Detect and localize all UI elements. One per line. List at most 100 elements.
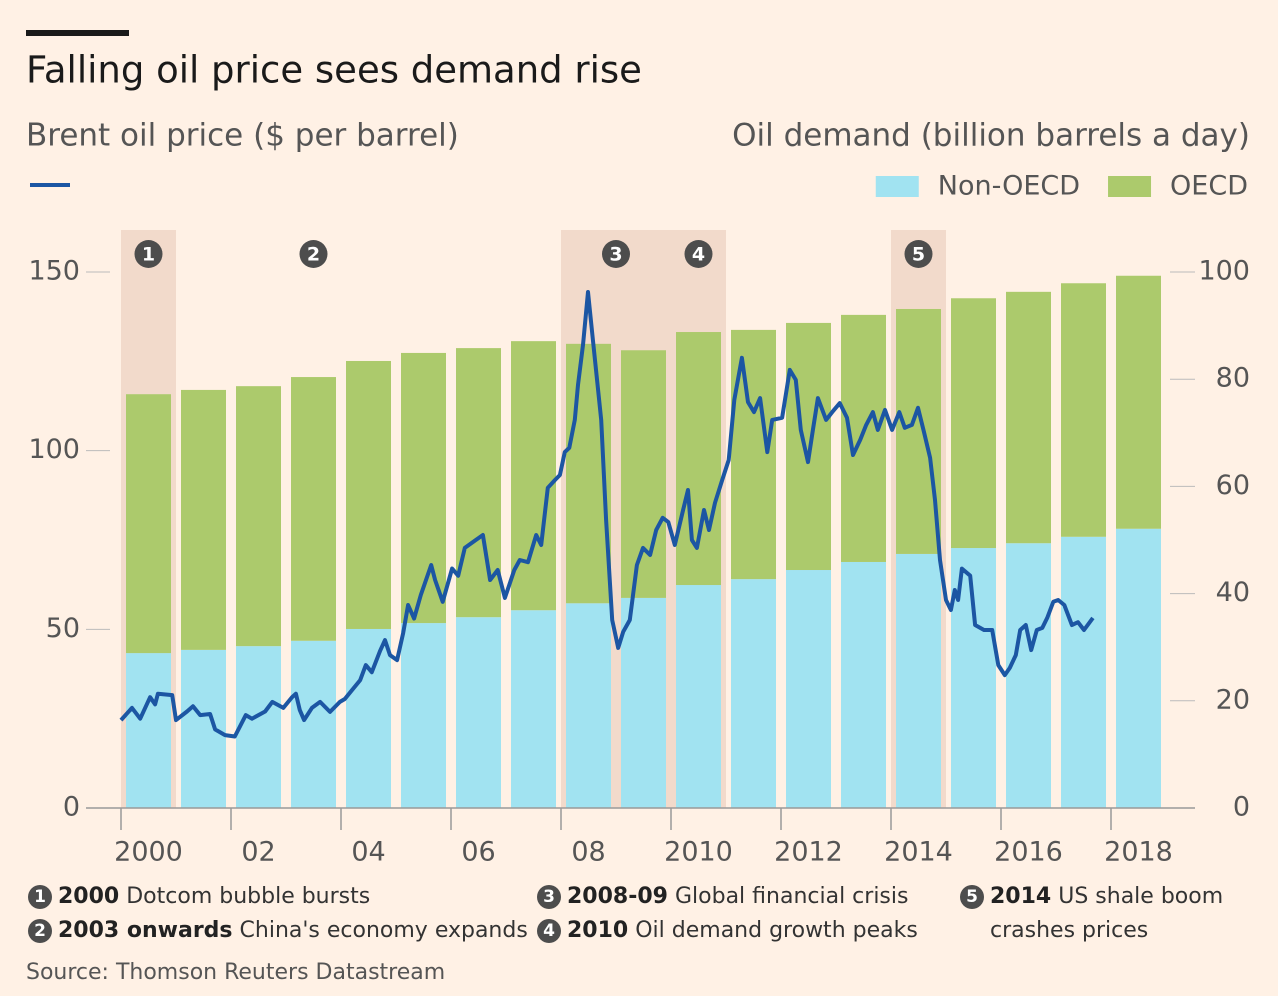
- y-axis-label: Brent oil price ($ per barrel): [26, 118, 459, 154]
- period-marker: [299, 240, 328, 268]
- footnote-desc: China's economy expands: [239, 918, 528, 943]
- footnote-year: 2014: [990, 884, 1052, 909]
- period-marker-label: 3: [609, 244, 622, 266]
- bar: [731, 329, 776, 580]
- footnote-desc: Global financial crisis: [674, 884, 909, 909]
- bar: [291, 640, 336, 808]
- footnote: 3 2008-09 Global financial crisis: [537, 880, 957, 914]
- bar: [1006, 543, 1051, 808]
- footnote-desc: Dotcom bubble bursts: [126, 884, 371, 909]
- bar: [1116, 275, 1161, 529]
- y2-tick-label: 40: [1216, 577, 1250, 608]
- footnote-number: 1: [28, 885, 52, 909]
- bar: [731, 579, 776, 808]
- bar: [1116, 528, 1161, 808]
- period-marker-label: 2: [307, 244, 320, 266]
- bar: [896, 308, 941, 554]
- y-tick-label: 50: [46, 613, 80, 644]
- period-marker: [904, 240, 933, 268]
- x-tick-label: 2014: [884, 837, 953, 868]
- y2-tick-label: 20: [1216, 684, 1250, 715]
- period-marker: [602, 240, 630, 268]
- bar: [896, 553, 941, 808]
- bar: [566, 603, 611, 808]
- x-tick-label: 2018: [1104, 837, 1173, 868]
- x-tick-label: 06: [461, 837, 495, 868]
- footnote-number: 2: [28, 919, 52, 943]
- period-marker-label: 5: [912, 244, 925, 266]
- plot: 0 50 100 150 0 20 40 60 80 100 2000 02 04 06 08 2010 201…: [28, 171, 1250, 868]
- footnote: 5 2014 US shale boom crashes prices: [960, 880, 1230, 948]
- x-tick-label: 2016: [994, 837, 1063, 868]
- legend-label: OECD: [1170, 171, 1248, 202]
- price-line: [119, 290, 1095, 739]
- period-marker-label: 4: [692, 244, 705, 266]
- source: Source: Thomson Reuters Datastream: [26, 960, 446, 985]
- bar: [951, 298, 996, 549]
- footnote: 4 2010 Oil demand growth peaks: [537, 914, 957, 948]
- footnote-number: 4: [537, 919, 561, 943]
- bar: [1006, 291, 1051, 544]
- legend-swatch: [1108, 176, 1152, 197]
- period-marker-label: 1: [142, 244, 155, 266]
- x-tick-label: 2012: [774, 837, 843, 868]
- bar: [346, 628, 391, 808]
- footnote-number: 5: [960, 885, 984, 909]
- y2-tick-label: 0: [1233, 792, 1250, 823]
- y-tick-label: 100: [28, 434, 80, 465]
- bar: [621, 597, 666, 808]
- period-marker: [134, 240, 163, 268]
- bar: [1061, 283, 1106, 537]
- bar: [676, 585, 721, 808]
- y-tick-label: 0: [63, 792, 80, 823]
- x-tick-label: 2000: [114, 837, 183, 868]
- footnote-year: 2010: [567, 918, 629, 943]
- footnote-number: 3: [537, 885, 561, 909]
- footnote-desc: Oil demand growth peaks: [635, 918, 918, 943]
- footnote: 1 2000 Dotcom bubble bursts: [28, 880, 548, 914]
- y2-axis-label: Oil demand (billion barrels a day): [732, 118, 1250, 154]
- x-tick-label: 02: [241, 837, 275, 868]
- footnote-desc: US shale boom crashes prices: [990, 884, 1224, 943]
- bar: [346, 360, 391, 629]
- bar: [511, 610, 556, 808]
- bar: [291, 377, 336, 641]
- bar: [1061, 536, 1106, 808]
- y2-tick-label: 80: [1216, 363, 1250, 394]
- legend-label: Non-OECD: [938, 171, 1080, 202]
- y2-tick-label: 60: [1216, 470, 1250, 501]
- footnote-text: 2008-09 Global financial crisis: [567, 880, 908, 914]
- footnote-text: 2000 Dotcom bubble bursts: [58, 880, 370, 914]
- bar: [401, 623, 446, 808]
- period-marker: [684, 240, 713, 268]
- bar: [126, 653, 171, 808]
- footnote-text: 2003 onwards China's economy expands: [58, 914, 528, 948]
- bar: [236, 386, 281, 647]
- bar: [621, 350, 666, 598]
- footnote-text: 2014 US shale boom crashes prices: [990, 880, 1230, 948]
- x-tick-label: 04: [351, 837, 385, 868]
- title-bar: [26, 30, 129, 36]
- y2-tick-label: 100: [1198, 256, 1250, 287]
- footnote-year: 2003 onwards: [58, 918, 233, 943]
- bar: [786, 570, 831, 808]
- bar: [841, 314, 886, 562]
- bar: [236, 646, 281, 808]
- legend-swatch: [875, 176, 919, 197]
- bar: [841, 561, 886, 808]
- bar: [401, 352, 446, 624]
- footnote-year: 2000: [58, 884, 120, 909]
- bar: [511, 341, 556, 611]
- x-tick-label: 2010: [664, 837, 733, 868]
- bar: [181, 389, 226, 650]
- footnote-text: 2010 Oil demand growth peaks: [567, 914, 918, 948]
- bar: [181, 649, 226, 808]
- y-tick-label: 150: [28, 256, 80, 287]
- bar: [126, 394, 171, 654]
- bar: [456, 617, 501, 808]
- footnote-year: 2008-09: [567, 884, 668, 909]
- x-tick-label: 08: [571, 837, 605, 868]
- footnote: 2 2003 onwards China's economy expands: [28, 914, 548, 948]
